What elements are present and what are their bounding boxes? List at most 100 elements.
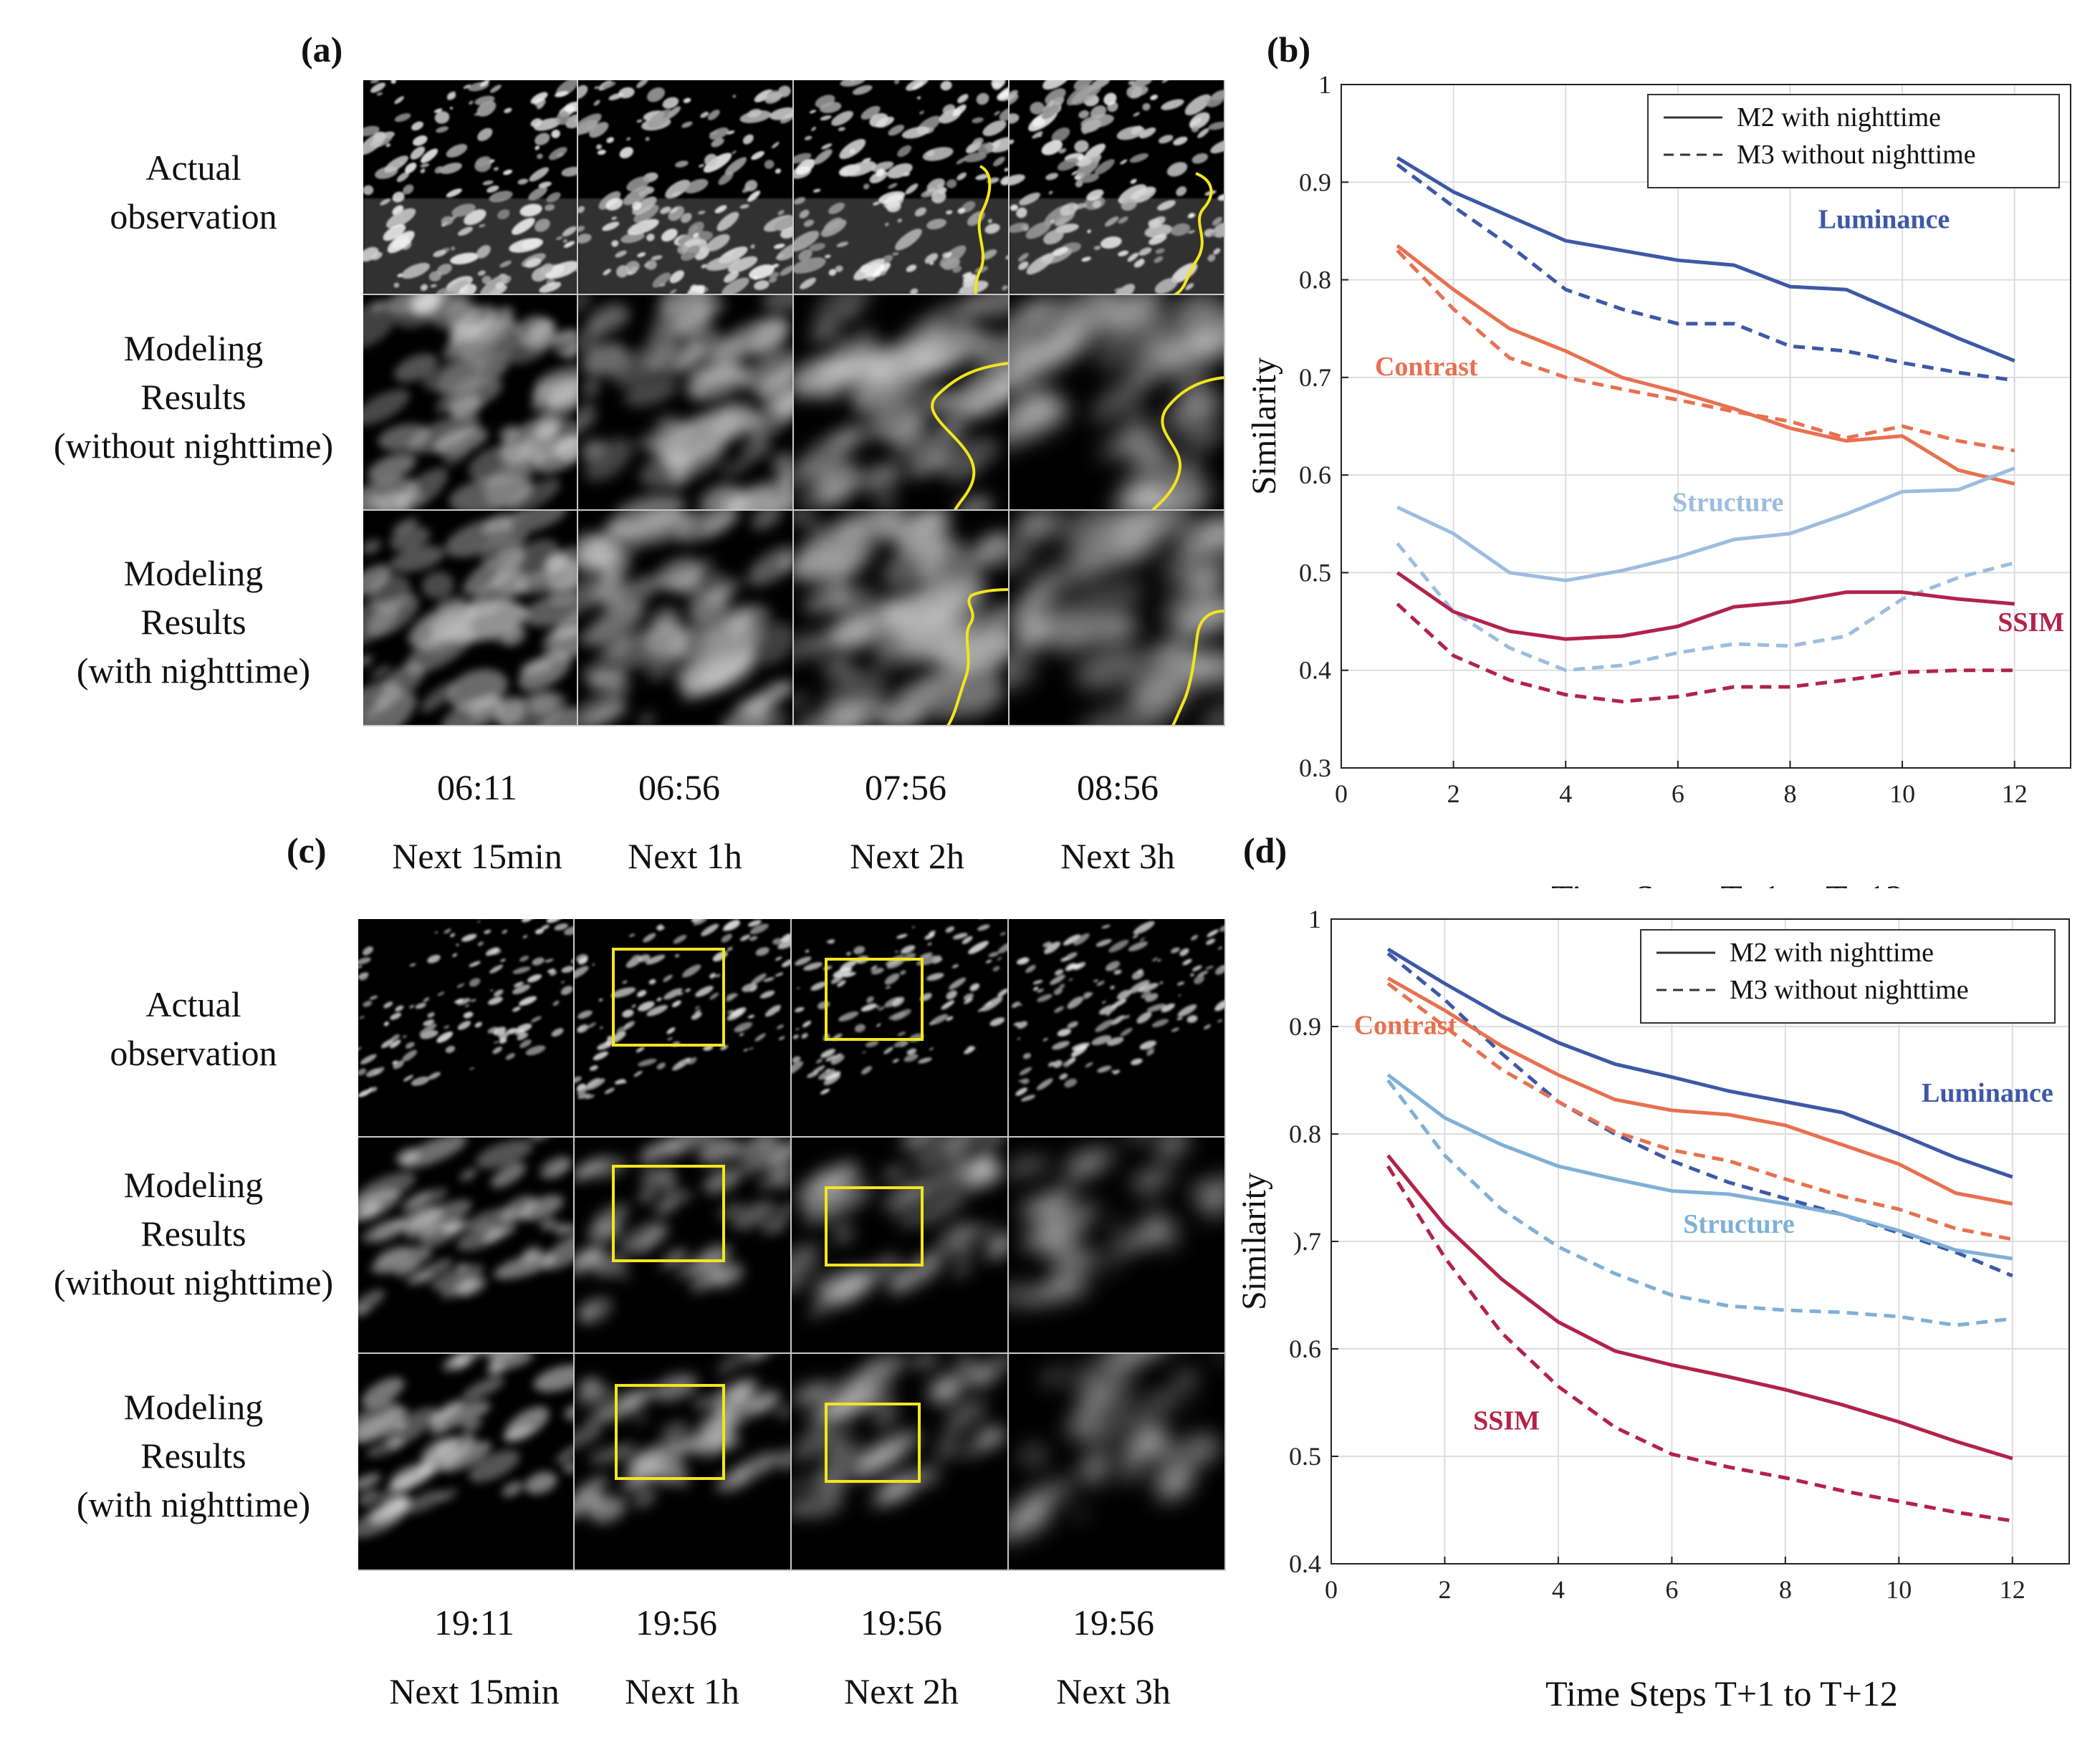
image-tile xyxy=(578,80,794,295)
x-tick-label: 2 xyxy=(1447,779,1460,808)
image-tile-texture xyxy=(358,1138,573,1317)
series-line-ssim-dashed xyxy=(1396,602,2015,703)
x-tick-label: 4 xyxy=(1552,1575,1565,1604)
image-tile xyxy=(575,1354,792,1571)
y-tick-label: 0.3 xyxy=(1299,754,1331,782)
panel-label-a: (a) xyxy=(301,29,343,69)
x-tick-label: 10 xyxy=(1886,1575,1912,1604)
row-label-line: Modeling xyxy=(123,1165,264,1205)
highlight-box xyxy=(825,958,924,1041)
grid-c-horizon-3: Next 3h xyxy=(1056,1671,1171,1711)
row-label-line: Actual xyxy=(145,984,241,1024)
series-line-contrast-dashed xyxy=(1396,249,2015,453)
grid-a-horizon-0: Next 15min xyxy=(392,836,562,876)
image-tile xyxy=(794,80,1010,295)
series-line-ssim-solid xyxy=(1396,571,2015,641)
row-label-line: observation xyxy=(110,1033,277,1073)
image-tile xyxy=(575,1138,792,1354)
image-tile-texture xyxy=(363,80,577,294)
grid-a-horizon-2: Next 2h xyxy=(850,836,964,876)
row-label-line: Modeling xyxy=(123,1387,264,1427)
y-tick-label: 0.5 xyxy=(1299,558,1331,587)
plot-frame xyxy=(1341,84,2071,769)
x-tick-label: 12 xyxy=(2002,779,2028,808)
y-tick-label: 0.9 xyxy=(1289,1012,1321,1041)
image-tile-texture xyxy=(792,1138,1007,1317)
x-tick-label: 6 xyxy=(1665,1575,1678,1604)
y-tick-label: 0.7 xyxy=(1299,363,1331,392)
image-tile-texture xyxy=(1011,921,1224,1102)
panel-label-d: (d) xyxy=(1243,830,1288,870)
y-tick-label: 0.4 xyxy=(1299,656,1331,685)
grid-c-horizon-2: Next 2h xyxy=(844,1671,959,1711)
row-label-line: Modeling xyxy=(123,328,264,368)
legend-label: M2 with nighttime xyxy=(1730,938,1934,968)
image-tile-texture xyxy=(575,1138,790,1325)
image-tile xyxy=(1009,1354,1226,1571)
image-tile xyxy=(363,511,578,726)
legend-label: M3 without nighttime xyxy=(1737,140,1976,170)
y-axis-label: Similarity xyxy=(1235,1173,1273,1310)
image-tile xyxy=(794,295,1010,511)
x-tick-label: 0 xyxy=(1335,779,1348,808)
grid-c-row-label-actual: Actual observation xyxy=(29,980,358,1077)
highlight-box xyxy=(612,1165,725,1262)
image-tile-texture xyxy=(1009,1354,1224,1542)
x-tick-label: 8 xyxy=(1783,779,1796,808)
image-tile xyxy=(363,295,578,511)
x-tick-label: 10 xyxy=(1889,779,1915,808)
series-annotation-contrast: Contrast xyxy=(1375,352,1478,382)
legend-box xyxy=(1640,929,2056,1024)
image-tile xyxy=(578,511,794,726)
grid-c-time-3: 19:56 xyxy=(1073,1602,1154,1643)
series-annotation-structure: Structure xyxy=(1683,1209,1795,1239)
series-annotation-structure: Structure xyxy=(1672,488,1784,518)
chart-d: 0 2 4 6 8 10 12 0.4 0.5 0.6).7 0.8 0.9 1 Similarity Ti… xyxy=(1235,905,2070,1713)
panel-label-b: (b) xyxy=(1267,29,1311,69)
x-tick-label: 0 xyxy=(1325,1575,1338,1604)
image-tile xyxy=(792,1354,1009,1571)
image-tile-texture xyxy=(578,295,792,509)
grid-c-row-label-with: Modeling Results (with nighttime) xyxy=(29,1383,358,1529)
grid-a-horizon-3: Next 3h xyxy=(1060,836,1175,876)
series-line-contrast-solid xyxy=(1386,976,2013,1206)
y-tick-label: 0.9 xyxy=(1299,168,1331,196)
x-tick-label: 4 xyxy=(1559,779,1572,808)
row-label-line: Results xyxy=(140,602,246,642)
grid-c-horizon-0: Next 15min xyxy=(389,1671,560,1711)
chart-b: 0 2 4 6 8 10 12 0.3 0.4 0.5 0.6 0.7 0.8 0.9 1 Similarit… xyxy=(1245,70,2071,888)
y-tick-label: 0.6 xyxy=(1299,461,1331,489)
highlight-box xyxy=(612,948,725,1047)
grid-c-horizon-1: Next 1h xyxy=(625,1671,739,1711)
series-line-structure-solid xyxy=(1396,466,2015,582)
image-tile xyxy=(1010,80,1225,295)
image-tile xyxy=(358,919,575,1138)
image-tile-texture xyxy=(358,919,573,1097)
image-tile-texture xyxy=(1009,1138,1224,1310)
image-tile-texture xyxy=(794,511,1008,725)
grid-a-time-2: 07:56 xyxy=(865,767,946,807)
image-tile-texture xyxy=(1010,295,1224,509)
legend-box xyxy=(1647,94,2060,188)
image-tile-texture xyxy=(575,919,790,1100)
series-line-structure-dashed xyxy=(1396,542,2015,673)
image-tile xyxy=(363,80,578,295)
grid-a-row-label-without: Modeling Results (without nighttime) xyxy=(29,324,358,470)
image-tile xyxy=(1009,1138,1226,1354)
grid-c-time-2: 19:56 xyxy=(860,1602,942,1643)
image-tile xyxy=(358,1138,575,1354)
series-line-luminance-solid xyxy=(1396,156,2015,363)
image-tile xyxy=(792,919,1009,1138)
image-tile-texture xyxy=(794,295,1008,509)
grid-c-time-1: 19:56 xyxy=(636,1602,717,1643)
x-tick-label: 6 xyxy=(1672,779,1684,808)
highlight-contour xyxy=(1174,172,1213,294)
series-line-luminance-dashed xyxy=(1386,952,2013,1278)
x-tick-label: 12 xyxy=(2000,1575,2025,1604)
y-tick-label: ).7 xyxy=(1293,1227,1321,1256)
row-label-line: Results xyxy=(140,1213,246,1254)
series-annotation-ssim: SSIM xyxy=(1473,1406,1540,1436)
row-label-line: Results xyxy=(140,1436,246,1476)
y-tick-label: 0.5 xyxy=(1289,1442,1321,1471)
